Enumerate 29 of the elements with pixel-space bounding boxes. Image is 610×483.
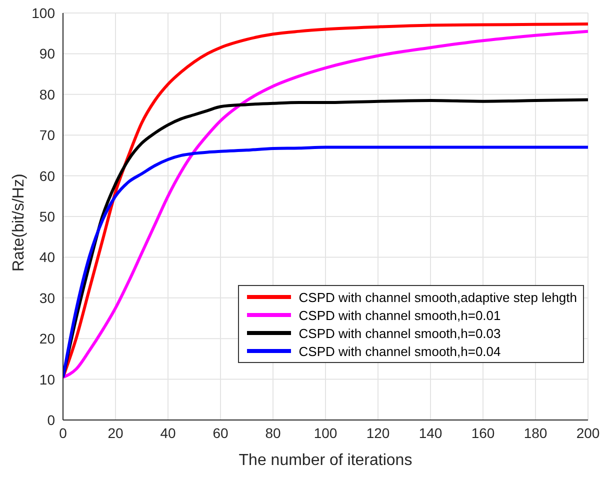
x-tick-label: 180 <box>524 424 548 441</box>
y-tick-label: 50 <box>39 208 56 224</box>
x-tick-label: 160 <box>471 424 495 441</box>
y-tick-label: 40 <box>39 249 56 266</box>
y-tick-label: 30 <box>39 290 56 306</box>
y-axis-title: Rate(bit/s/Hz) <box>10 174 28 272</box>
x-tick-label: 80 <box>265 424 281 441</box>
y-tick-label: 90 <box>39 46 56 62</box>
y-tick-label: 70 <box>39 127 56 144</box>
legend-label: CSPD with channel smooth,h=0.01 <box>298 308 501 322</box>
y-tick-label: 10 <box>39 371 56 388</box>
y-tick-label: 20 <box>39 330 56 347</box>
y-tick-label: 0 <box>47 412 56 428</box>
y-tick-label: 80 <box>39 86 56 102</box>
legend-label: CSPD with channel smooth,adaptive step lehgth <box>298 290 577 304</box>
x-tick-label: 120 <box>366 424 390 441</box>
x-tick-label: 140 <box>418 424 442 441</box>
x-tick-label: 100 <box>314 424 338 441</box>
x-tick-label: 40 <box>160 424 176 441</box>
x-tick-label: 20 <box>108 424 124 441</box>
x-axis-title: The number of iterations <box>238 452 412 469</box>
legend-label: CSPD with channel smooth,h=0.04 <box>298 344 501 358</box>
x-tick-label: 0 <box>59 424 68 441</box>
x-tick-label: 200 <box>576 424 600 441</box>
legend-label: CSPD with channel smooth,h=0.03 <box>298 326 501 340</box>
y-tick-label: 100 <box>32 4 56 21</box>
y-tick-label: 60 <box>39 168 56 184</box>
line-series <box>63 146 588 379</box>
x-tick-label: 60 <box>212 424 228 441</box>
